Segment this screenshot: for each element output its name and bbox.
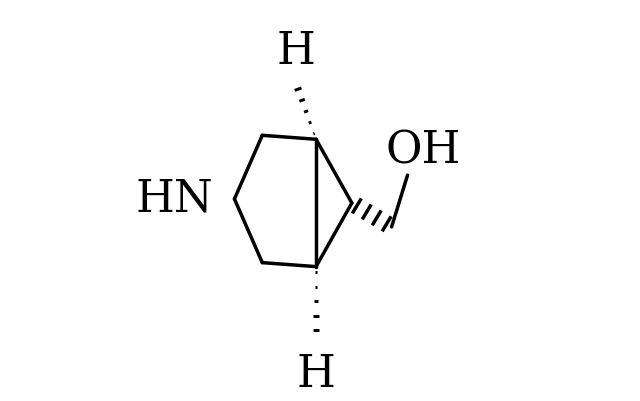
Text: H: H (296, 352, 335, 396)
Text: OH: OH (386, 130, 461, 173)
Text: HN: HN (136, 177, 214, 221)
Text: H: H (276, 30, 316, 73)
